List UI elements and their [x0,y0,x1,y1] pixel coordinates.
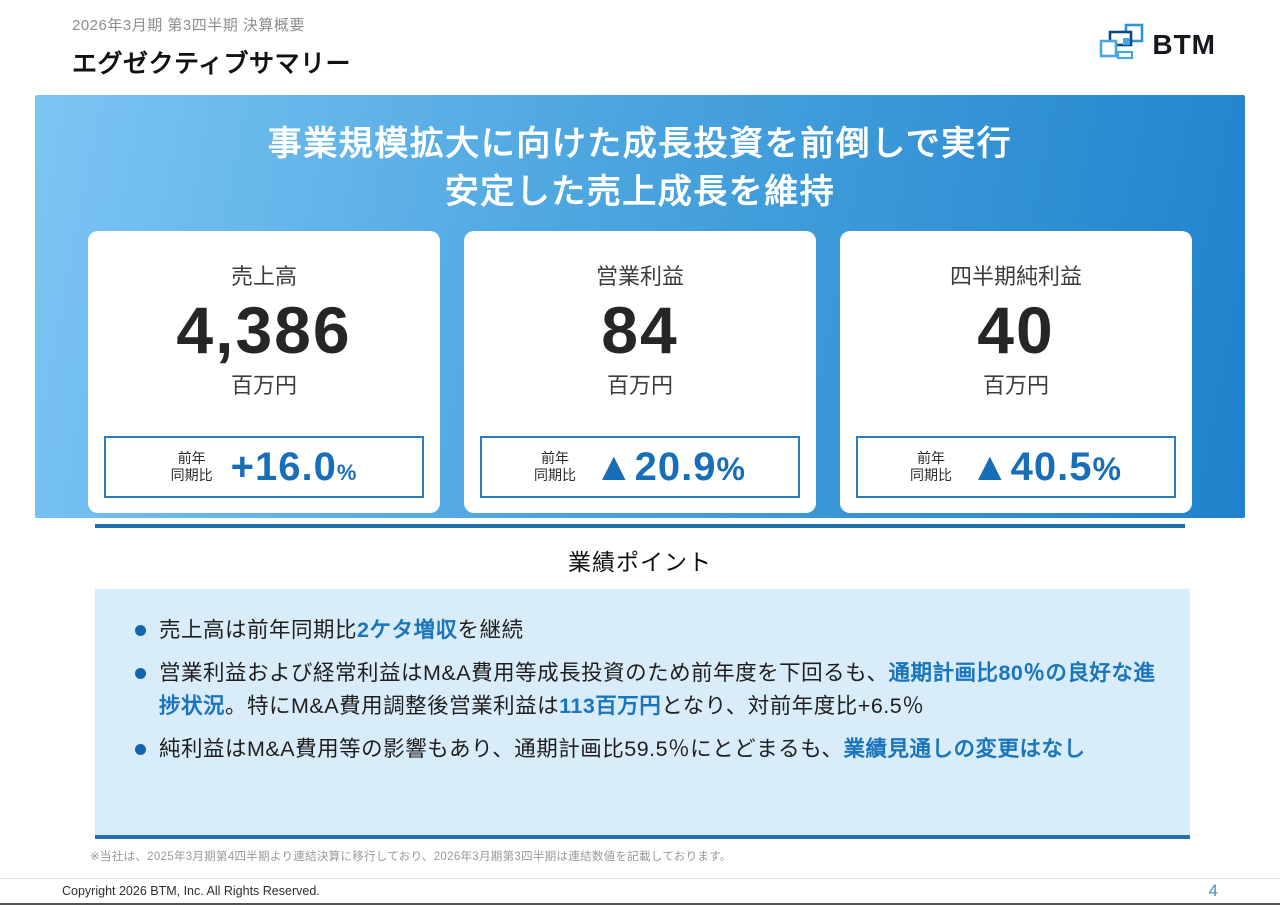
kpi-value: 84 [601,293,679,367]
yoy-box: 前年 同期比 ▲20.9% [480,436,800,498]
bullet-dot-icon [135,743,146,755]
bullet-dot-icon [135,668,146,680]
page-title: エグゼクティブサマリー [72,50,352,78]
section-divider [95,524,1185,528]
header: 2026年3月期 第3四半期 決算概要 エグゼクティブサマリー BTM [0,0,1280,80]
kpi-value: 40 [977,293,1055,367]
point-bullet: 売上高は前年同期比2ケタ増収を継続 [135,614,1162,646]
points-section-title: 業績ポイント [568,549,712,575]
banner-line-2: 安定した売上成長を維持 [444,173,836,211]
points-list: 売上高は前年同期比2ケタ増収を継続営業利益および経常利益はM&A費用等成長投資の… [135,614,1162,765]
bullet-text: 営業利益および経常利益はM&A費用等成長投資のため前年度を下回るも、通期計画比8… [159,661,1156,718]
kpi-label: 四半期純利益 [949,264,1082,289]
yoy-label: 前年 同期比 [910,449,953,484]
kpi-card-quarterly-net-income: 四半期純利益 40 百万円 前年 同期比 ▲40.5% [840,231,1192,513]
kpi-label: 営業利益 [595,264,684,289]
slide-subtitle: 2026年3月期 第3四半期 決算概要 [72,17,305,34]
yoy-value: +16.0% [230,445,358,489]
kpi-label: 売上高 [230,264,297,289]
kpi-unit: 百万円 [230,373,297,399]
headline-banner: 事業規模拡大に向けた成長投資を前倒しで実行 安定した売上成長を維持 売上高 4,… [35,95,1245,518]
point-bullet: 純利益はM&A費用等の影響もあり、通期計画比59.5％にとどまるも、業績見通しの… [135,733,1162,765]
bullet-text: 純利益はM&A費用等の影響もあり、通期計画比59.5％にとどまるも、業績見通しの… [159,736,1086,761]
bullet-dot-icon [135,625,146,636]
percent-sign: % [336,460,358,485]
points-box: 売上高は前年同期比2ケタ増収を継続営業利益および経常利益はM&A費用等成長投資の… [95,589,1190,839]
kpi-unit: 百万円 [606,373,673,399]
yoy-label: 前年 同期比 [534,449,577,484]
footer: Copyright 2026 BTM, Inc. All Rights Rese… [0,878,1280,903]
point-bullet: 営業利益および経常利益はM&A費用等成長投資のため前年度を下回るも、通期計画比8… [135,657,1162,722]
page-number: 4 [1208,881,1218,900]
footnote: ※当社は、2025年3月期第4四半期より連結決算に移行しており、2026年3月期… [90,851,732,863]
banner-line-1: 事業規模拡大に向けた成長投資を前倒しで実行 [267,125,1013,163]
kpi-cards: 売上高 4,386 百万円 前年 同期比 +16.0% 営業利益 84 百万円 … [35,216,1245,513]
kpi-value: 4,386 [176,293,352,367]
copyright-text: Copyright 2026 BTM, Inc. All Rights Rese… [62,884,320,898]
bullet-text: 売上高は前年同期比2ケタ増収を継続 [159,618,524,642]
company-logo: BTM [1099,22,1216,67]
kpi-card-operating-profit: 営業利益 84 百万円 前年 同期比 ▲20.9% [464,231,816,513]
header-titles: 2026年3月期 第3四半期 決算概要 エグゼクティブサマリー [72,14,351,80]
yoy-box: 前年 同期比 +16.0% [104,436,424,498]
yoy-label: 前年 同期比 [170,449,213,484]
logo-text: BTM [1152,28,1216,60]
yoy-value: ▲40.5% [970,445,1122,489]
btm-logo-icon [1099,22,1145,67]
yoy-value: ▲20.9% [594,445,746,489]
percent-sign: % [1092,451,1122,487]
kpi-unit: 百万円 [982,373,1049,399]
yoy-box: 前年 同期比 ▲40.5% [856,436,1176,498]
percent-sign: % [716,451,746,487]
kpi-card-revenue: 売上高 4,386 百万円 前年 同期比 +16.0% [88,231,440,513]
